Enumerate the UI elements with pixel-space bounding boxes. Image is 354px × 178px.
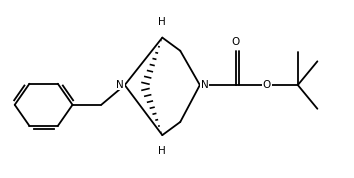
Text: O: O: [232, 37, 240, 47]
Text: N: N: [201, 80, 208, 90]
Text: O: O: [263, 80, 271, 90]
Text: H: H: [159, 17, 166, 27]
Text: H: H: [159, 146, 166, 156]
Text: N: N: [116, 80, 124, 90]
